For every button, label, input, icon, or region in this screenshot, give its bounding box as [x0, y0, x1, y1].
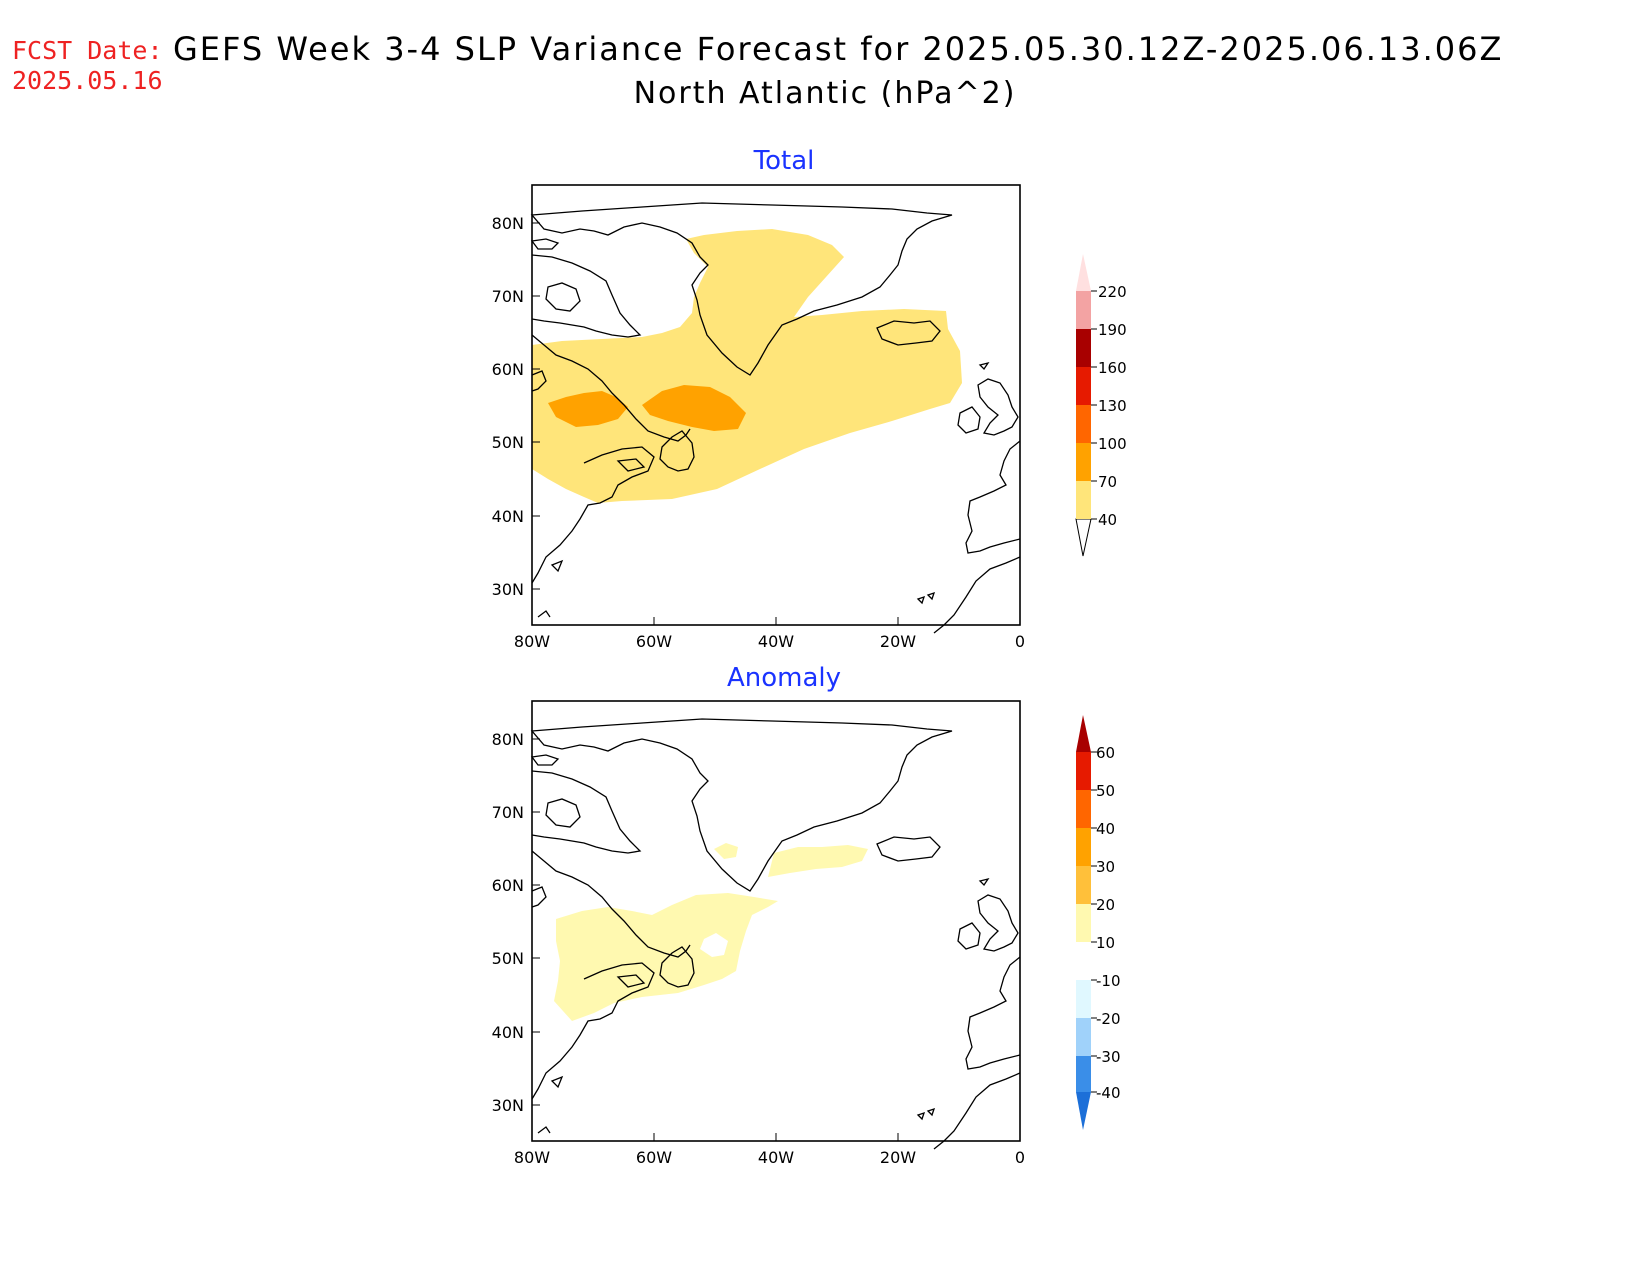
- total-shading-70-100: [548, 391, 628, 427]
- colorbar-label: 100: [1098, 435, 1127, 453]
- colorbar-label: 20: [1096, 896, 1115, 914]
- colorbar-label: 30: [1096, 858, 1115, 876]
- colorbar-swatch: [1076, 866, 1091, 904]
- lon-label: 40W: [758, 1148, 794, 1167]
- colorbar-label: 130: [1098, 397, 1127, 415]
- anomaly-shading-10-20-c: [714, 843, 738, 859]
- total-lon-axis: 80W 60W 40W 20W 0: [514, 617, 1025, 651]
- lon-label: 0: [1015, 1148, 1025, 1167]
- colorbar-label: 50: [1096, 782, 1115, 800]
- panel-title-total: Total: [753, 146, 815, 176]
- panel-title-anomaly: Anomaly: [727, 663, 841, 693]
- main-title: GEFS Week 3-4 SLP Variance Forecast for …: [173, 30, 1504, 68]
- colorbar-swatch: [1076, 291, 1091, 329]
- colorbar-swatch: [1076, 254, 1091, 291]
- lon-label: 40W: [758, 632, 794, 651]
- colorbar-label: 40: [1096, 820, 1115, 838]
- lat-label: 50N: [492, 949, 524, 968]
- colorbar-label: -10: [1096, 972, 1121, 990]
- lat-label: 40N: [492, 1023, 524, 1042]
- total-colorbar: 40 70 100 130 160 190 220: [1075, 254, 1127, 557]
- colorbar-swatch: [1076, 405, 1091, 443]
- forecast-date: FCST Date: 2025.05.16: [12, 36, 163, 96]
- lat-label: 70N: [492, 803, 524, 822]
- colorbar-swatch: [1076, 980, 1091, 1018]
- lon-label: 20W: [880, 1148, 916, 1167]
- anomaly-map: [531, 700, 1021, 1150]
- anomaly-lat-axis: 80N 70N 60N 50N 40N 30N: [492, 730, 540, 1115]
- lat-label: 30N: [492, 1096, 524, 1115]
- lat-label: 60N: [492, 876, 524, 895]
- colorbar-label: -20: [1096, 1010, 1121, 1028]
- lon-label: 60W: [636, 1148, 672, 1167]
- colorbar-swatch: [1076, 904, 1091, 942]
- anomaly-shading-10-20-b: [768, 845, 868, 877]
- colorbar-swatch: [1076, 752, 1091, 790]
- colorbar-swatch: [1076, 1018, 1091, 1056]
- colorbar-swatch: [1076, 790, 1091, 828]
- main-subtitle: North Atlantic (hPa^2): [633, 76, 1017, 111]
- colorbar-swatch: [1076, 367, 1091, 405]
- lon-label: 0: [1015, 632, 1025, 651]
- colorbar-swatch: [1076, 1056, 1091, 1092]
- fcst-date-label: FCST Date:: [12, 36, 163, 65]
- colorbar-swatch: [1076, 828, 1091, 866]
- colorbar-label: -40: [1096, 1084, 1121, 1102]
- colorbar-label: 220: [1098, 283, 1127, 301]
- colorbar-label: 70: [1098, 473, 1117, 491]
- fcst-date-value: 2025.05.16: [12, 66, 163, 95]
- lat-label: 40N: [492, 507, 524, 526]
- colorbar-label: 60: [1096, 744, 1115, 762]
- colorbar-label: 190: [1098, 321, 1127, 339]
- lat-label: 50N: [492, 433, 524, 452]
- total-shading-40-70: [532, 229, 962, 503]
- total-lat-axis: 80N 70N 60N 50N 40N 30N: [492, 214, 540, 599]
- lon-label: 80W: [514, 1148, 550, 1167]
- anomaly-shading-10-20: [554, 893, 778, 1021]
- colorbar-swatch: [1076, 1092, 1091, 1130]
- total-map: [531, 184, 1021, 634]
- total-shading-70-100-b: [642, 385, 746, 431]
- anomaly-lon-axis: 80W 60W 40W 20W 0: [514, 1133, 1025, 1167]
- colorbar-swatch: [1076, 715, 1091, 752]
- lon-label: 80W: [514, 632, 550, 651]
- lat-label: 80N: [492, 730, 524, 749]
- colorbar-swatch: [1076, 481, 1091, 519]
- lon-label: 20W: [880, 632, 916, 651]
- colorbar-swatch: [1076, 443, 1091, 481]
- colorbar-swatch: [1076, 329, 1091, 367]
- colorbar-label: -30: [1096, 1048, 1121, 1066]
- lat-label: 30N: [492, 580, 524, 599]
- colorbar-label: 40: [1098, 511, 1117, 529]
- lat-label: 60N: [492, 360, 524, 379]
- lon-label: 60W: [636, 632, 672, 651]
- lat-label: 70N: [492, 287, 524, 306]
- colorbar-label: 160: [1098, 359, 1127, 377]
- anomaly-colorbar: 60 50 40 30 20 10 -10 -20 -30 -40: [1076, 715, 1121, 1130]
- colorbar-swatch: [1076, 942, 1091, 980]
- colorbar-label: 10: [1096, 934, 1115, 952]
- lat-label: 80N: [492, 214, 524, 233]
